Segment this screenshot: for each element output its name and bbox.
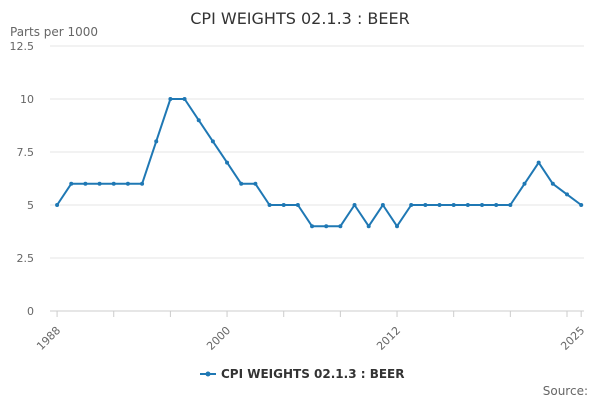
data-point[interactable]	[565, 192, 570, 197]
data-point[interactable]	[522, 181, 527, 186]
data-point[interactable]	[267, 203, 272, 207]
data-point[interactable]	[83, 181, 88, 186]
data-point[interactable]	[536, 160, 541, 165]
data-point[interactable]	[225, 160, 230, 165]
data-point[interactable]	[465, 203, 470, 207]
data-point[interactable]	[451, 203, 456, 207]
legend-marker-icon	[205, 371, 211, 377]
y-axis-ticks: 0 2.5 5 7.5 10 12.5	[10, 40, 35, 318]
y-tick-label: 5	[27, 199, 34, 212]
data-point[interactable]	[423, 203, 428, 207]
x-tick-label: 2012	[374, 324, 403, 353]
data-point[interactable]	[210, 139, 215, 144]
series-layer	[55, 97, 584, 229]
data-point[interactable]	[338, 224, 343, 229]
data-point[interactable]	[295, 203, 300, 207]
data-point[interactable]	[182, 97, 187, 101]
data-point[interactable]	[550, 181, 555, 186]
data-point[interactable]	[168, 97, 173, 101]
x-axis: 1988 2000 2012 2025	[34, 310, 587, 353]
y-tick-label: 7.5	[17, 146, 35, 159]
y-axis-label: Parts per 1000	[10, 25, 98, 39]
data-point[interactable]	[281, 203, 286, 207]
data-point[interactable]	[154, 139, 159, 144]
data-point[interactable]	[97, 181, 102, 186]
legend[interactable]: CPI WEIGHTS 02.1.3 : BEER	[200, 367, 405, 381]
data-point[interactable]	[125, 181, 130, 186]
data-point[interactable]	[69, 181, 74, 186]
data-point[interactable]	[579, 203, 584, 207]
source-label: Source:	[543, 384, 588, 398]
y-tick-label: 10	[20, 93, 34, 106]
y-tick-label: 12.5	[10, 40, 35, 53]
x-tick-label: 2000	[204, 324, 233, 353]
data-point[interactable]	[494, 203, 499, 207]
y-tick-label: 0	[27, 305, 34, 318]
legend-label: CPI WEIGHTS 02.1.3 : BEER	[221, 367, 405, 381]
data-point[interactable]	[366, 224, 371, 229]
data-point[interactable]	[352, 203, 357, 207]
data-point[interactable]	[380, 203, 385, 207]
data-point[interactable]	[239, 181, 244, 186]
data-point[interactable]	[140, 181, 145, 186]
data-point[interactable]	[508, 203, 513, 207]
series-line	[56, 98, 582, 228]
data-point[interactable]	[55, 203, 60, 207]
data-point[interactable]	[324, 224, 329, 229]
data-point[interactable]	[480, 203, 485, 207]
data-point[interactable]	[196, 118, 201, 123]
data-point[interactable]	[437, 203, 442, 207]
x-tick-label: 1988	[34, 324, 63, 353]
data-point[interactable]	[395, 224, 400, 229]
chart-title: CPI WEIGHTS 02.1.3 : BEER	[190, 9, 409, 28]
y-tick-label: 2.5	[17, 252, 35, 265]
x-tick-label: 2025	[558, 324, 587, 353]
data-point[interactable]	[409, 203, 414, 207]
data-point[interactable]	[111, 181, 116, 186]
data-point[interactable]	[253, 181, 258, 186]
data-point[interactable]	[310, 224, 315, 229]
